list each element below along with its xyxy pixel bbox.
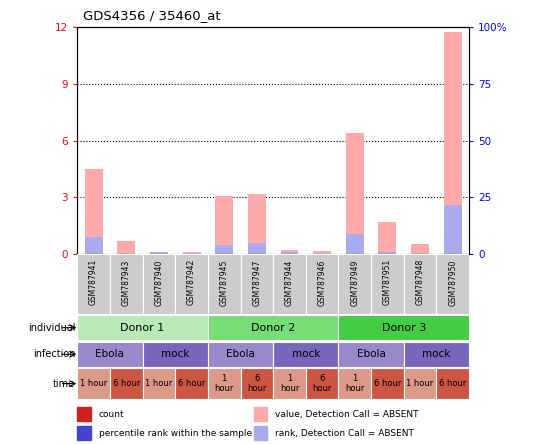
Bar <box>248 243 266 254</box>
Bar <box>280 250 298 254</box>
Text: infection: infection <box>33 349 75 359</box>
Bar <box>338 368 371 399</box>
Text: GSM787951: GSM787951 <box>383 259 392 305</box>
Text: mock: mock <box>422 349 450 359</box>
Bar <box>273 254 306 314</box>
Text: Ebola: Ebola <box>95 349 124 359</box>
Bar <box>110 368 142 399</box>
Bar <box>404 368 437 399</box>
Bar <box>338 254 371 314</box>
Bar <box>77 426 91 440</box>
Bar <box>444 32 462 254</box>
Text: 1
hour: 1 hour <box>214 374 234 393</box>
Bar <box>142 254 175 314</box>
Bar <box>371 368 404 399</box>
Bar <box>208 368 240 399</box>
Bar <box>85 169 102 254</box>
Bar <box>150 253 168 254</box>
Text: GSM787942: GSM787942 <box>187 259 196 305</box>
Bar <box>346 133 364 254</box>
Text: 1
hour: 1 hour <box>345 374 365 393</box>
Text: Donor 1: Donor 1 <box>120 323 165 333</box>
Bar <box>208 341 273 367</box>
Bar <box>77 254 110 314</box>
Bar <box>208 315 338 341</box>
Bar <box>444 205 462 254</box>
Bar <box>215 195 233 254</box>
Bar <box>208 254 240 314</box>
Bar <box>150 252 168 254</box>
Text: value, Detection Call = ABSENT: value, Detection Call = ABSENT <box>275 409 418 419</box>
Text: time: time <box>53 379 75 388</box>
Bar <box>404 254 437 314</box>
Bar <box>117 241 135 254</box>
Text: GSM787940: GSM787940 <box>155 259 164 305</box>
Bar <box>175 254 208 314</box>
Bar <box>437 254 469 314</box>
Text: Ebola: Ebola <box>226 349 255 359</box>
Text: GSM787945: GSM787945 <box>220 259 229 305</box>
Text: count: count <box>99 409 125 419</box>
Bar <box>313 250 331 254</box>
Bar <box>254 407 267 421</box>
Text: GSM787947: GSM787947 <box>252 259 261 305</box>
Text: GSM787943: GSM787943 <box>122 259 131 305</box>
Bar <box>215 245 233 254</box>
Text: GSM787948: GSM787948 <box>416 259 425 305</box>
Text: 6 hour: 6 hour <box>112 379 140 388</box>
Bar <box>280 252 298 254</box>
Bar <box>378 252 397 254</box>
Bar <box>437 368 469 399</box>
Text: individual: individual <box>28 323 75 333</box>
Bar <box>273 368 306 399</box>
Text: 1
hour: 1 hour <box>280 374 299 393</box>
Bar <box>77 315 208 341</box>
Text: 6
hour: 6 hour <box>312 374 332 393</box>
Text: 1 hour: 1 hour <box>80 379 107 388</box>
Text: GDS4356 / 35460_at: GDS4356 / 35460_at <box>83 9 220 22</box>
Bar <box>77 341 142 367</box>
Bar <box>338 315 469 341</box>
Text: rank, Detection Call = ABSENT: rank, Detection Call = ABSENT <box>275 428 414 437</box>
Text: Donor 2: Donor 2 <box>251 323 295 333</box>
Bar <box>346 234 364 254</box>
Bar <box>77 368 110 399</box>
Bar <box>306 254 338 314</box>
Text: mock: mock <box>292 349 320 359</box>
Text: mock: mock <box>161 349 189 359</box>
Text: 6 hour: 6 hour <box>374 379 401 388</box>
Text: 6 hour: 6 hour <box>178 379 205 388</box>
Text: GSM787941: GSM787941 <box>89 259 98 305</box>
Bar <box>85 238 102 254</box>
Text: 6 hour: 6 hour <box>439 379 466 388</box>
Text: 6
hour: 6 hour <box>247 374 266 393</box>
Bar <box>183 252 200 254</box>
Bar <box>378 222 397 254</box>
Bar <box>254 426 267 440</box>
Bar <box>110 254 142 314</box>
Bar <box>240 368 273 399</box>
Bar <box>248 194 266 254</box>
Bar <box>411 244 429 254</box>
Bar <box>77 407 91 421</box>
Bar <box>338 341 404 367</box>
Bar <box>371 254 404 314</box>
Bar <box>142 341 208 367</box>
Text: Ebola: Ebola <box>357 349 385 359</box>
Text: GSM787946: GSM787946 <box>318 259 327 305</box>
Bar <box>142 368 175 399</box>
Bar <box>273 341 338 367</box>
Text: percentile rank within the sample: percentile rank within the sample <box>99 428 252 437</box>
Bar <box>175 368 208 399</box>
Bar <box>306 368 338 399</box>
Bar <box>404 341 469 367</box>
Text: 1 hour: 1 hour <box>407 379 434 388</box>
Text: GSM787944: GSM787944 <box>285 259 294 305</box>
Text: GSM787949: GSM787949 <box>350 259 359 305</box>
Bar <box>240 254 273 314</box>
Text: GSM787950: GSM787950 <box>448 259 457 305</box>
Text: Donor 3: Donor 3 <box>382 323 426 333</box>
Text: 1 hour: 1 hour <box>146 379 173 388</box>
